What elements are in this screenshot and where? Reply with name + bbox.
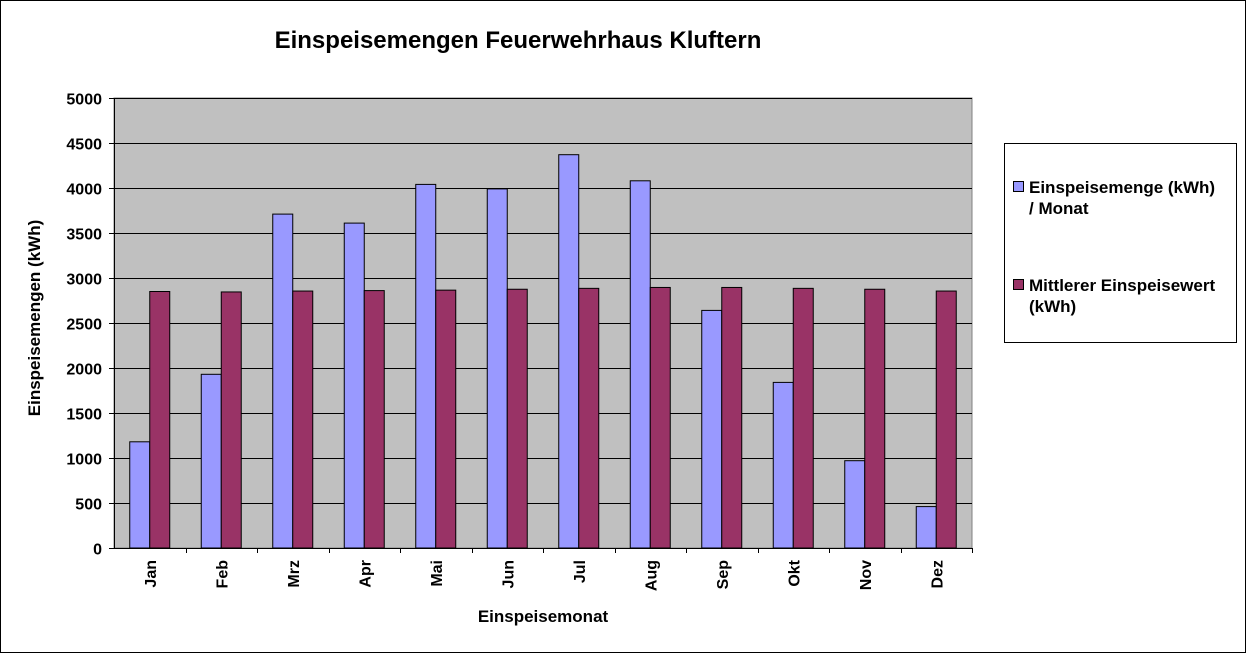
bar-mittlerer-einspeisewert-sep: [721, 286, 743, 549]
legend-swatch-einspeisemenge: [1013, 181, 1024, 192]
x-tick-label: Jul: [572, 560, 589, 583]
y-axis-title: Einspeisemengen (kWh): [25, 220, 44, 416]
y-tick-label: 2000: [66, 362, 102, 379]
legend-entry-einspeisemenge: Einspeisemenge (kWh) / Monat: [1013, 177, 1235, 219]
bar-mittlerer-einspeisewert-aug: [649, 286, 671, 549]
bar-einspeisemenge-mrz: [272, 213, 294, 549]
x-tick-label: Feb: [214, 560, 231, 589]
y-tick-label: 0: [93, 542, 102, 559]
x-axis-title: Einspeisemonat: [478, 607, 609, 626]
y-tick-label: 1000: [66, 452, 102, 469]
bar-mittlerer-einspeisewert-jun: [506, 288, 528, 549]
x-tick-label: Mai: [429, 560, 446, 587]
bar-einspeisemenge-mai: [415, 183, 437, 549]
y-tick-label: 2500: [66, 317, 102, 334]
bar-einspeisemenge-aug: [629, 180, 651, 549]
y-tick-label: 5000: [66, 92, 102, 109]
bar-einspeisemenge-jan: [129, 441, 151, 549]
bar-einspeisemenge-okt: [772, 381, 794, 549]
legend-label-mittlerer-einspeisewert: Mittlerer Einspeisewert (kWh): [1029, 276, 1216, 316]
bar-mittlerer-einspeisewert-mai: [435, 289, 457, 549]
y-tick-label: 4500: [66, 137, 102, 154]
bar-mittlerer-einspeisewert-jul: [578, 287, 600, 549]
x-tick-label: Sep: [715, 560, 732, 590]
x-tick-label: Apr: [357, 560, 374, 588]
bar-einspeisemenge-feb: [200, 373, 222, 549]
bar-einspeisemenge-jun: [486, 188, 508, 549]
legend-swatch-mittlerer-einspeisewert: [1013, 279, 1024, 290]
bar-einspeisemenge-apr: [343, 222, 365, 549]
x-tick-label: Aug: [643, 560, 660, 591]
legend-label-einspeisemenge: Einspeisemenge (kWh) / Monat: [1029, 178, 1216, 218]
bar-einspeisemenge-dez: [915, 506, 937, 549]
y-tick-label: 3000: [66, 272, 102, 289]
legend-entry-mittlerer-einspeisewert: Mittlerer Einspeisewert (kWh): [1013, 275, 1235, 317]
bar-mittlerer-einspeisewert-jan: [149, 291, 171, 549]
y-tick-label: 3500: [66, 227, 102, 244]
x-tick-label: Dez: [929, 560, 946, 588]
x-tick-label: Jun: [500, 560, 517, 588]
bar-mittlerer-einspeisewert-feb: [220, 291, 242, 549]
x-tick-label: Nov: [858, 560, 875, 590]
chart-title: Einspeisemengen Feuerwehrhaus Kluftern: [274, 27, 762, 54]
legend: Einspeisemenge (kWh) / Monat Mittlerer E…: [1004, 143, 1237, 343]
bar-mittlerer-einspeisewert-apr: [363, 290, 385, 549]
y-tick-label: 1500: [66, 407, 102, 424]
bar-einspeisemenge-sep: [701, 309, 723, 549]
y-tick-label: 500: [75, 497, 102, 514]
bar-mittlerer-einspeisewert-nov: [864, 288, 886, 549]
y-tick-label: 4000: [66, 182, 102, 199]
x-tick-label: Okt: [786, 559, 803, 586]
bar-mittlerer-einspeisewert-okt: [792, 287, 814, 549]
x-tick-label: Jan: [143, 560, 160, 588]
x-tick-label: Mrz: [286, 560, 303, 588]
bar-einspeisemenge-jul: [558, 154, 580, 549]
bar-einspeisemenge-nov: [844, 460, 866, 549]
bar-mittlerer-einspeisewert-dez: [935, 290, 957, 549]
bar-mittlerer-einspeisewert-mrz: [292, 290, 314, 549]
